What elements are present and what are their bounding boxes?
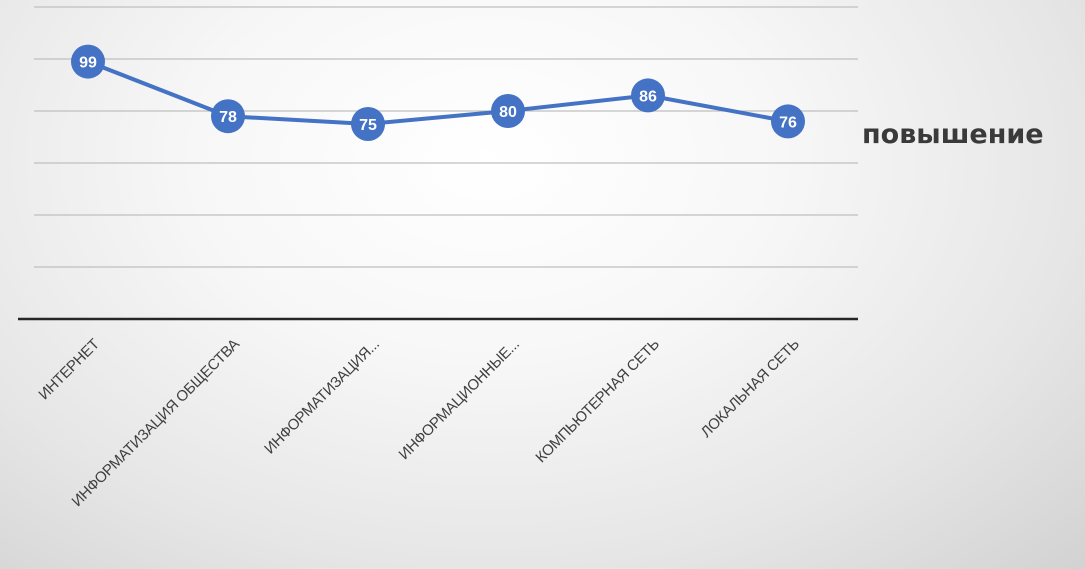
data-points: 99 78 75 80 86 76 [71,44,805,141]
gridlines [34,6,858,268]
series-line [86,59,790,126]
data-point [491,94,525,128]
data-label: 76 [779,114,797,131]
category-label: КОМПЬЮТЕРНАЯ СЕТЬ [532,335,663,466]
legend: повышение [862,119,1044,150]
series-line-group [86,59,790,126]
data-label: 78 [219,109,237,126]
category-label: ИНТЕРНЕТ [35,336,103,404]
data-label: 80 [499,104,517,121]
category-label: ЛОКАЛЬНАЯ СЕТЬ [698,335,804,441]
data-point [71,44,105,79]
data-point [631,78,665,113]
legend-entry: повышение [862,119,1044,150]
data-point [211,99,245,134]
data-label: 86 [639,88,657,105]
data-point [351,107,385,141]
data-label: 99 [79,55,97,72]
category-label: ИНФОРМАТИЗАЦИЯ ОБЩЕСТВА [69,336,243,510]
data-point [771,104,805,139]
data-label: 75 [359,117,377,134]
category-label: ИНФОРМАТИЗАЦИЯ... [261,336,383,458]
category-label: ИНФОРМАЦИОННЫЕ... [396,336,523,463]
